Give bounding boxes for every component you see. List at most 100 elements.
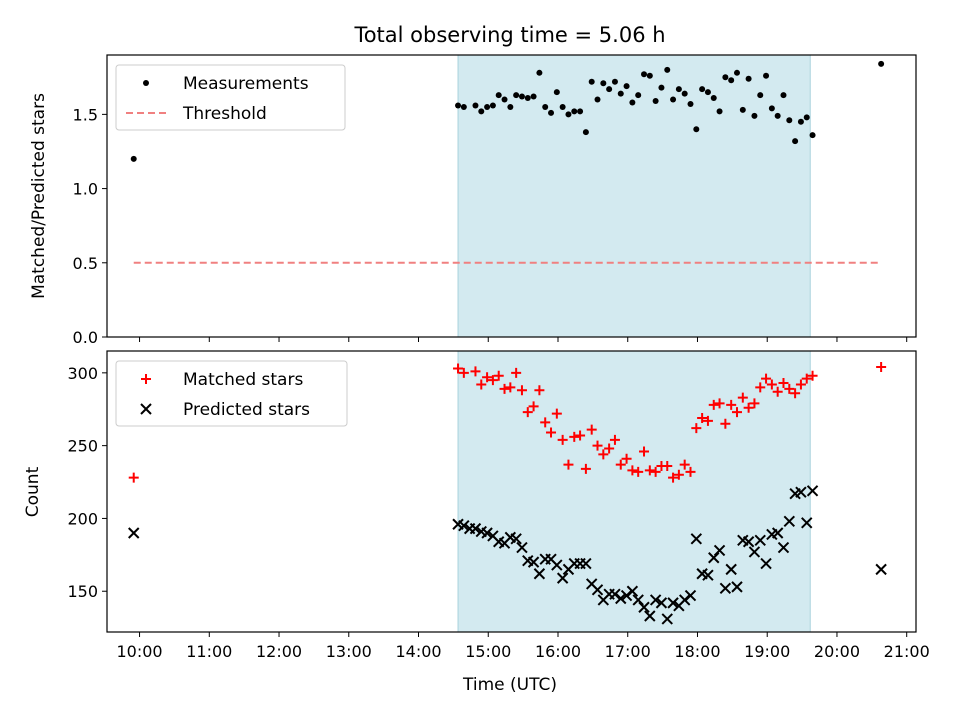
measurement-point xyxy=(763,72,770,79)
matched-stars-point xyxy=(482,372,493,383)
matched-stars-point xyxy=(487,375,498,386)
matched-stars-point xyxy=(737,392,748,403)
y-tick-label: 200 xyxy=(67,509,98,528)
predicted-stars-point xyxy=(516,541,528,554)
predicted-stars-point xyxy=(481,527,493,539)
x-tick-label: 21:00 xyxy=(884,642,930,661)
matched-stars-point xyxy=(755,382,766,393)
matched-stars-point xyxy=(551,408,562,419)
measurement-point xyxy=(745,75,752,82)
legend-predicted-swatch xyxy=(140,403,152,415)
x-tick-label: 19:00 xyxy=(744,642,790,661)
matched-stars-point xyxy=(772,386,783,397)
matched-stars-point xyxy=(639,446,650,457)
matched-stars-point xyxy=(458,367,469,378)
matched-stars-point xyxy=(540,417,551,428)
axes-frame xyxy=(106,350,917,633)
predicted-stars-point xyxy=(638,601,650,613)
predicted-stars-point xyxy=(661,613,673,625)
predicted-stars-point xyxy=(469,522,482,535)
measurement-point xyxy=(664,66,671,73)
measurement-point xyxy=(728,77,735,84)
legend-label: Predicted stars xyxy=(183,400,310,420)
matched-stars-point xyxy=(784,383,795,394)
matched-stars-point xyxy=(691,423,702,434)
figure-title: Total observing time = 5.06 h xyxy=(353,23,665,47)
predicted-stars-point xyxy=(591,584,604,596)
matched-stars-point xyxy=(766,379,777,390)
predicted-stars-point xyxy=(748,546,761,558)
matched-stars-point xyxy=(627,465,638,476)
predicted-stars-point xyxy=(667,597,679,609)
predicted-stars-point xyxy=(684,589,697,602)
measurement-point xyxy=(878,60,885,67)
predicted-stars-point xyxy=(556,572,569,584)
predicted-stars-point xyxy=(777,541,790,554)
matched-stars-point xyxy=(592,440,603,451)
predicted-stars-point xyxy=(708,552,720,564)
measurement-point xyxy=(513,92,520,99)
predicted-stars-point xyxy=(609,588,621,600)
measurement-point xyxy=(524,95,531,102)
measurement-point xyxy=(652,98,659,105)
measurement-point xyxy=(553,89,560,96)
measurement-point xyxy=(617,90,624,97)
matched-stars-point xyxy=(580,463,591,474)
matched-stars-point xyxy=(720,418,731,429)
predicted-stars-point xyxy=(678,594,691,606)
predicted-stars-point xyxy=(771,527,784,539)
x-tick-label: 14:00 xyxy=(395,642,441,661)
y-tick-label: 1.0 xyxy=(73,180,98,199)
measurement-point xyxy=(518,93,525,100)
measurement-point xyxy=(594,96,601,103)
axes-frame xyxy=(106,54,917,338)
measurement-point xyxy=(629,99,636,106)
matched-stars-point xyxy=(731,407,742,418)
measurement-point xyxy=(484,103,491,110)
measurement-point xyxy=(646,72,653,79)
measurement-point xyxy=(699,86,706,93)
matched-stars-point xyxy=(644,465,655,476)
x-tick-label: 15:00 xyxy=(465,642,511,661)
measurement-point xyxy=(455,102,462,109)
matched-stars-point xyxy=(476,379,487,390)
bottom-y-axis-label: Count xyxy=(23,466,43,517)
x-axis-label: Time (UTC) xyxy=(462,675,557,695)
measurement-point xyxy=(757,92,764,99)
predicted-stars-point xyxy=(580,557,592,570)
measurement-point xyxy=(501,96,508,103)
x-tick-label: 10:00 xyxy=(116,642,162,661)
measurement-point xyxy=(675,86,682,93)
matched-stars-point xyxy=(528,401,539,412)
matched-stars-point xyxy=(673,469,684,480)
matched-stars-point xyxy=(453,363,464,374)
measurement-point xyxy=(641,71,648,78)
measurement-point xyxy=(571,108,578,115)
matched-stars-point xyxy=(470,366,481,377)
measurement-point xyxy=(722,74,729,81)
measurement-point xyxy=(710,95,717,102)
x-tick-label: 18:00 xyxy=(674,642,720,661)
x-tick-label: 16:00 xyxy=(535,642,581,661)
measurement-point xyxy=(530,93,537,100)
matched-stars-point xyxy=(697,412,708,423)
matched-stars-point xyxy=(569,431,580,442)
y-tick-label: 250 xyxy=(67,437,98,456)
predicted-stars-point xyxy=(801,517,813,529)
measurement-point xyxy=(588,78,595,85)
legend-label: Matched stars xyxy=(183,370,303,390)
measurement-point xyxy=(733,69,740,76)
y-tick-label: 150 xyxy=(67,582,98,601)
measurement-point xyxy=(809,132,816,139)
top-panel-ratio: 0.0 0.5 1.0 1.5 Measurements Threshold xyxy=(73,54,917,347)
y-tick-label: 0.5 xyxy=(73,254,98,273)
measurement-point xyxy=(600,80,607,87)
matched-stars-point xyxy=(575,430,586,441)
x-tick-label: 13:00 xyxy=(326,642,372,661)
bottom-panel-counts: 150 200 250 300 10:00 11:00 12:00 13:00 14:00 15:… xyxy=(67,350,930,661)
predicted-stars-point xyxy=(795,486,807,498)
matched-stars-point xyxy=(534,385,545,396)
measurement-point xyxy=(681,90,688,97)
predicted-stars-point xyxy=(719,582,732,595)
predicted-stars-point xyxy=(713,544,726,557)
